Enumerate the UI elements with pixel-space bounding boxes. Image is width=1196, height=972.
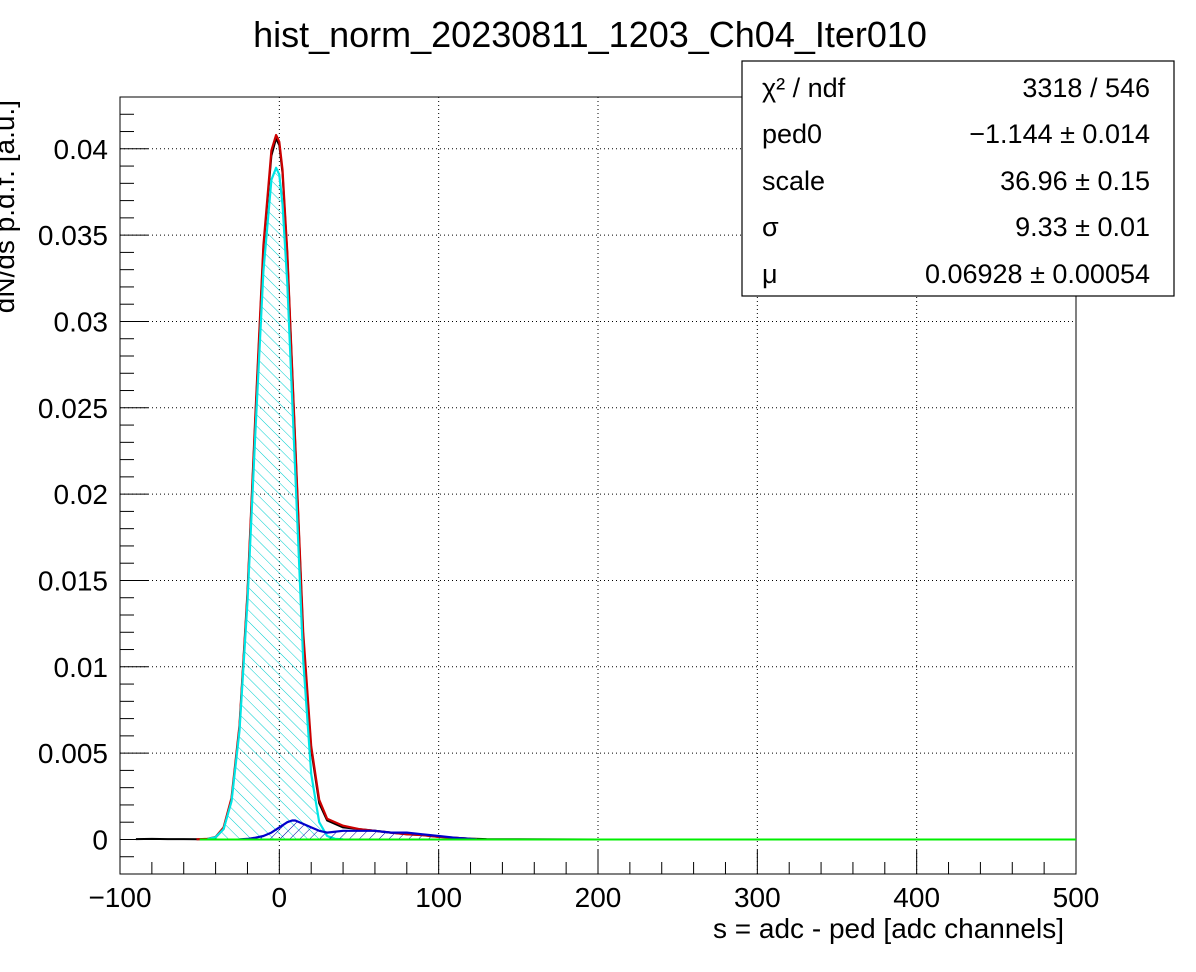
- stats-row-name: ped0: [762, 119, 822, 149]
- x-tick-label: 500: [1053, 882, 1100, 913]
- y-tick-label: 0.005: [38, 738, 108, 769]
- x-tick-label: −100: [88, 882, 151, 913]
- y-tick-label: 0.02: [54, 479, 109, 510]
- stats-row-value: 9.33 ± 0.01: [1015, 212, 1150, 242]
- tick-labels: −100 0 100 200 300 400 500 0 0.005 0.01 0.015 0.02 0…: [38, 134, 1099, 913]
- y-tick-label: 0: [92, 824, 108, 855]
- x-tick-label: 200: [575, 882, 622, 913]
- stats-box-frame: [741, 60, 1175, 297]
- stats-row-value: 3318 / 546: [1022, 73, 1150, 103]
- stats-row-name: χ² / ndf: [762, 73, 846, 103]
- y-tick-label: 0.025: [38, 393, 108, 424]
- stats-row-name: μ: [762, 259, 778, 289]
- x-tick-label: 0: [272, 882, 288, 913]
- stats-row-name: σ: [762, 212, 779, 242]
- pedestal-component-fill: [207, 167, 344, 840]
- stats-row-value: −1.144 ± 0.014: [969, 119, 1150, 149]
- x-tick-label: 300: [734, 882, 781, 913]
- y-tick-label: 0.015: [38, 565, 108, 596]
- x-tick-label: 400: [893, 882, 940, 913]
- fit-stats-box: χ² / ndf 3318 / 546 ped0 −1.144 ± 0.014 scal…: [741, 60, 1175, 297]
- stats-row-value: 36.96 ± 0.15: [1000, 166, 1150, 196]
- chart-title: hist_norm_20230811_1203_Ch04_Iter010: [253, 14, 927, 55]
- y-axis-label: dN/ds p.d.f. [a.u.]: [0, 100, 20, 313]
- pedestal-component-line: [207, 166, 344, 841]
- x-tick-label: 100: [415, 882, 462, 913]
- axis-ticks: [119, 96, 1077, 875]
- signal-component-line: [239, 819, 477, 841]
- data-series: [135, 133, 1076, 841]
- y-tick-label: 0.035: [38, 220, 108, 251]
- x-axis-label: s = adc - ped [adc channels]: [713, 913, 1064, 944]
- y-tick-label: 0.04: [54, 134, 109, 165]
- y-tick-label: 0.01: [54, 652, 109, 683]
- stats-row-value: 0.06928 ± 0.00054: [925, 259, 1150, 289]
- stats-row-name: scale: [762, 166, 825, 196]
- y-tick-label: 0.03: [54, 306, 109, 337]
